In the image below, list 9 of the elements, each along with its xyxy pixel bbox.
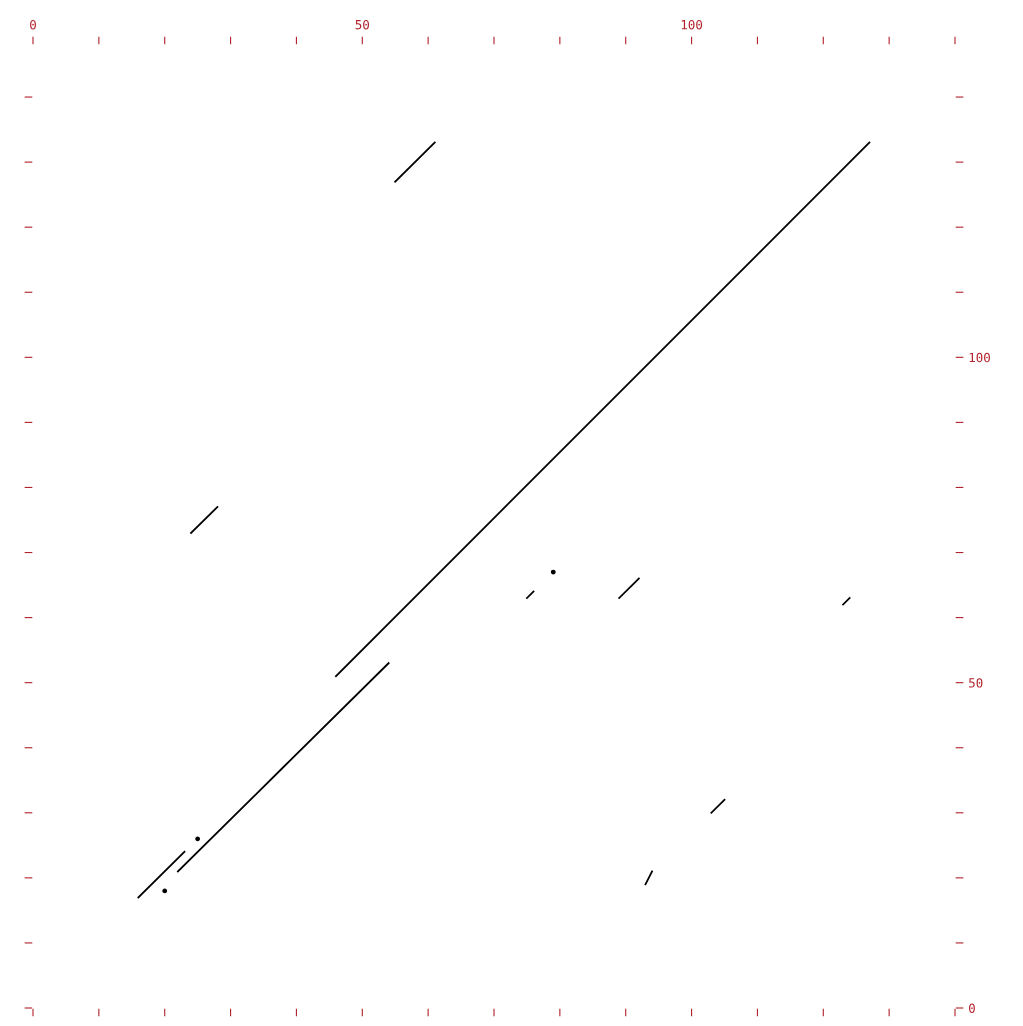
- y-tick-label: 100: [969, 352, 990, 363]
- x-tick-label: 0: [30, 19, 36, 30]
- x-tick-label: 100: [681, 19, 703, 30]
- point: [162, 888, 168, 894]
- y-tick-label: 0: [969, 1003, 975, 1013]
- point: [195, 836, 201, 842]
- y-tick-label: 50: [969, 678, 983, 688]
- point: [550, 569, 556, 575]
- x-tick-label: 50: [355, 19, 369, 30]
